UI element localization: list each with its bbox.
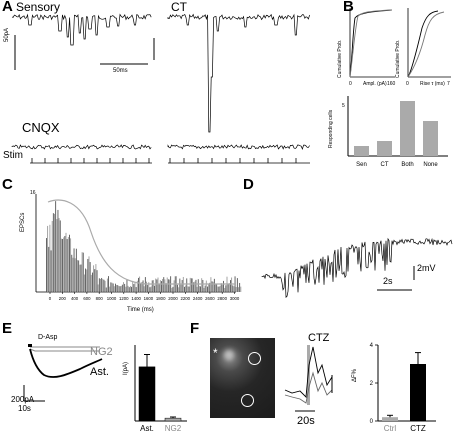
chart-f-delta-f: Ctrl CTZ 0 2 4: [370, 343, 436, 433]
roi-circle-1: [248, 352, 261, 365]
a-scale-x-label: 50ms: [113, 68, 128, 74]
y-tick-label: 2: [370, 381, 374, 387]
c-ytick-top: 16: [30, 190, 36, 196]
ctz-trace-black: [284, 346, 333, 398]
x-tick-label: 600: [83, 296, 91, 301]
cell-soma: [224, 350, 234, 360]
panel-d-trace: [261, 237, 453, 298]
sensory-label: Sensory: [16, 0, 61, 14]
y-tick-label: 0: [370, 419, 374, 425]
bar-none: [423, 121, 438, 156]
asterisk-marker: *: [213, 346, 218, 360]
cdf2-xmax: 7: [447, 81, 450, 87]
e-scale-y-label: 200pA: [11, 395, 35, 404]
chart-e-current: Ast. NG2: [134, 345, 187, 433]
sensory-trace: [11, 13, 152, 46]
ast-trace: [29, 348, 103, 378]
chart-responding-cells: Sen CT Both None: [347, 96, 448, 168]
ng2-trace: [29, 348, 100, 352]
bar-ctrl: [382, 417, 398, 421]
panel-letter-e: E: [2, 320, 13, 337]
bar-ctz: [410, 364, 426, 421]
ctz-trace-gray: [284, 371, 333, 404]
x-tick-label: 3000: [230, 296, 240, 301]
ast-trace-label: Ast.: [90, 366, 109, 378]
bar-ng2: [164, 417, 182, 422]
category-label: CTZ: [410, 424, 426, 433]
bar-sen: [354, 146, 369, 156]
x-tick-label: 2800: [217, 296, 227, 301]
roi-circle-2: [241, 394, 254, 407]
f-bar-ylabel: ΔF%: [352, 368, 358, 382]
panel-letter-a: A: [2, 0, 13, 15]
b-bar-ytick: 5: [342, 103, 345, 109]
panel-c-histogram: 0 200 400 600 800 1000 1200 1400 1600 1800 2000 220…: [35, 194, 242, 301]
category-label: Both: [401, 162, 413, 168]
stim-ticks: [30, 158, 310, 164]
cdf2-xmin: 0: [406, 81, 409, 87]
category-label: NG2: [165, 424, 182, 433]
cdf2-curve-a: [407, 10, 439, 78]
ct-label: CT: [171, 0, 187, 14]
cdf1-xlabel: Ampl. (pA): [363, 81, 387, 87]
x-tick-label: 1800: [156, 296, 166, 301]
cdf2-ylabel: Cumulative Prob.: [395, 39, 401, 78]
x-tick-label: 0: [49, 296, 52, 301]
x-tick-label: 2000: [168, 296, 178, 301]
panel-letter-f: F: [190, 320, 200, 337]
x-tick-label: 1600: [144, 296, 154, 301]
bar-ct: [377, 141, 392, 156]
d-asp-label: D-Asp: [38, 334, 58, 341]
x-tick-label: 1200: [119, 296, 129, 301]
e-bar-ylabel: I(pA): [123, 361, 129, 375]
category-label: Ast.: [140, 424, 154, 433]
stim-label: Stim: [3, 150, 23, 161]
x-tick-label: 2600: [205, 296, 215, 301]
c-xlabel: Time (ms): [127, 307, 154, 313]
ng2-trace-label: NG2: [90, 346, 113, 358]
panel-a-traces: [11, 13, 310, 164]
cdf2-curve-b: [407, 11, 445, 78]
category-label: CT: [381, 162, 389, 168]
category-label: Sen: [356, 162, 367, 168]
fluorescence-image: *: [210, 338, 275, 418]
x-tick-label: 1400: [131, 296, 141, 301]
c-ylabel: EPSCs: [20, 212, 26, 232]
cdf2-xlabel: Rise τ (ms): [420, 81, 445, 87]
x-tick-label: 200: [59, 296, 67, 301]
bar-both: [400, 101, 415, 156]
ct-trace: [167, 13, 310, 133]
x-tick-label: 2200: [181, 296, 191, 301]
panel-f-traces: [284, 345, 333, 412]
x-tick-label: 400: [71, 296, 79, 301]
category-label: None: [423, 162, 438, 168]
panel-letter-b: B: [343, 0, 354, 15]
y-tick-label: 4: [370, 343, 374, 349]
panel-letter-c: C: [2, 176, 13, 193]
e-scale-x-label: 10s: [18, 404, 31, 413]
cdf1-xmin: 0: [349, 81, 352, 87]
panel-e-traces: [23, 344, 103, 402]
cnqx-trace-2: [167, 144, 310, 151]
cdf1-ylabel: Cumulative Prob.: [337, 39, 343, 78]
d-scale-x-label: 2s: [383, 276, 393, 286]
f-scale-x-label: 20s: [297, 415, 315, 427]
x-tick-label: 1000: [107, 296, 117, 301]
d-scale-y-label: 2mV: [417, 263, 436, 273]
cdf1-curve-a: [349, 9, 393, 78]
d-asp-marker: [28, 344, 32, 347]
category-label: Ctrl: [384, 424, 397, 433]
cnqx-trace-1: [11, 144, 152, 150]
panel-b-cdfs: [349, 8, 451, 78]
ctz-trace-label: CTZ: [308, 332, 330, 344]
cdf1-curve-b: [349, 9, 393, 78]
panel-letter-d: D: [243, 176, 254, 193]
bar-ast: [138, 366, 156, 422]
cnqx-label: CNQX: [22, 120, 60, 135]
b-bar-ylabel: Responding cells: [328, 109, 334, 148]
x-tick-label: 800: [96, 296, 104, 301]
cdf1-xmax: 160: [387, 81, 396, 87]
x-tick-label: 2400: [193, 296, 203, 301]
